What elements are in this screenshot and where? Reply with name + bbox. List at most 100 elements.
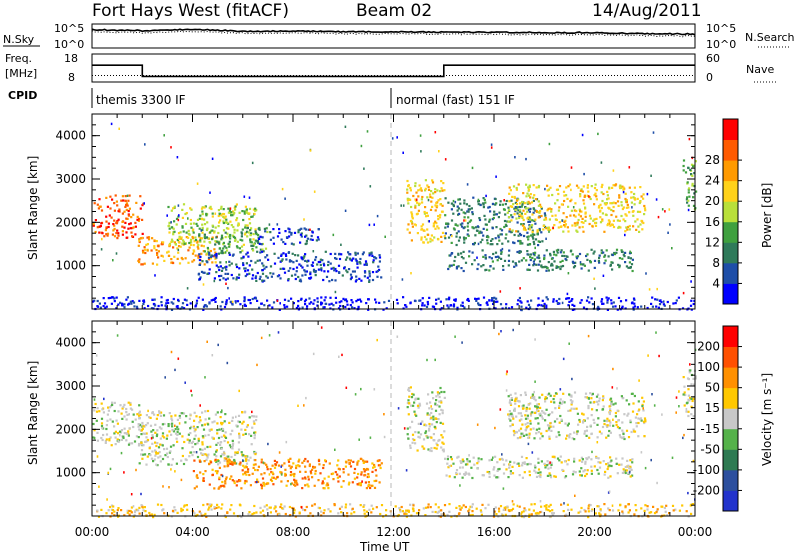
- velocity-noise-cell: [612, 367, 614, 371]
- power-cell: [192, 259, 196, 262]
- power-cell: [291, 252, 294, 255]
- power-cell: [571, 260, 574, 263]
- power-cell: [538, 260, 542, 263]
- power-cell: [248, 264, 251, 267]
- power-cell: [214, 261, 217, 264]
- velocity-noise-cell: [596, 441, 599, 444]
- power-cell: [199, 262, 202, 265]
- velocity-cell: [256, 469, 259, 472]
- power-cell: [517, 183, 520, 186]
- velocity-cell: [634, 416, 637, 419]
- velocity-cell: [344, 465, 347, 468]
- power-cell: [292, 302, 295, 305]
- power-cell: [529, 258, 532, 262]
- velocity-cell: [430, 416, 433, 419]
- power-cell: [502, 268, 505, 271]
- velocity-cell: [521, 432, 524, 435]
- velocity-cell: [196, 455, 200, 459]
- power-cell: [620, 249, 623, 252]
- power-cell: [545, 249, 548, 252]
- velocity-cell: [579, 510, 582, 513]
- power-cell: [427, 186, 430, 189]
- velocity-cell: [129, 407, 132, 410]
- power-cell: [517, 299, 520, 302]
- power-cell: [472, 243, 475, 246]
- power-cell: [561, 259, 564, 262]
- power-cell: [233, 236, 237, 239]
- velocity-colorbar-segment: [723, 428, 738, 450]
- power-cell: [228, 240, 231, 243]
- power-cell: [420, 225, 423, 228]
- freq-line: [92, 64, 695, 78]
- velocity-cell: [622, 431, 625, 434]
- power-cell: [571, 253, 574, 256]
- power-cell: [690, 299, 693, 302]
- power-cell: [203, 223, 207, 226]
- power-cell: [404, 304, 407, 307]
- velocity-cell: [590, 472, 593, 475]
- velocity-noise-cell: [607, 491, 610, 494]
- power-cell: [273, 252, 276, 255]
- velocity-cell: [461, 476, 464, 479]
- velocity-cell: [252, 463, 255, 466]
- power-cell: [225, 227, 229, 230]
- velocity-cell: [289, 514, 292, 517]
- power-cell: [622, 218, 625, 221]
- velocity-cell: [313, 466, 317, 469]
- power-cell: [536, 304, 540, 307]
- velocity-cell: [244, 479, 247, 483]
- power-cell: [515, 188, 518, 191]
- velocity-cell: [209, 505, 212, 508]
- power-cell: [286, 305, 289, 308]
- power-cell: [176, 307, 179, 310]
- power-cell: [514, 208, 517, 212]
- power-cell: [553, 224, 556, 227]
- power-cell: [238, 273, 241, 276]
- velocity-cell: [226, 511, 229, 514]
- power-cell: [268, 304, 271, 307]
- velocity-cell: [690, 405, 693, 408]
- power-cell: [472, 196, 475, 199]
- velocity-noise-cell: [190, 389, 192, 393]
- velocity-cell: [448, 503, 451, 506]
- power-cell: [184, 242, 187, 245]
- velocity-cell: [304, 476, 307, 479]
- power-cell: [544, 217, 547, 220]
- power-cell: [514, 201, 517, 204]
- power-cell: [157, 245, 160, 248]
- power-cell: [201, 237, 204, 240]
- power-cell: [114, 194, 117, 197]
- velocity-cell: [210, 503, 213, 506]
- power-cell: [531, 219, 534, 222]
- velocity-cell: [547, 462, 550, 465]
- power-cell: [236, 300, 240, 303]
- power-cell: [580, 267, 583, 270]
- power-cell: [190, 208, 193, 211]
- power-cell: [252, 243, 255, 246]
- power-cell: [533, 263, 536, 266]
- power-cell: [224, 236, 227, 239]
- velocity-cell: [551, 411, 554, 414]
- velocity-cell: [450, 515, 453, 518]
- power-cell: [466, 225, 469, 228]
- power-cell: [117, 218, 120, 221]
- velocity-cell: [432, 439, 435, 442]
- power-noise-cell: [561, 301, 564, 305]
- power-cell: [503, 219, 507, 223]
- velocity-cell: [554, 475, 557, 478]
- velocity-cell: [440, 390, 443, 394]
- power-cell: [276, 275, 279, 278]
- power-cell: [571, 303, 574, 306]
- power-cell: [480, 231, 483, 234]
- power-cell: [614, 184, 617, 187]
- velocity-cell: [543, 462, 546, 465]
- power-cell: [324, 250, 327, 253]
- velocity-cell: [190, 441, 193, 445]
- power-cell: [221, 250, 224, 253]
- power-cell: [378, 260, 381, 263]
- power-cell: [566, 226, 569, 229]
- power-cell: [526, 235, 529, 239]
- power-cell: [429, 208, 433, 211]
- velocity-cell: [605, 436, 608, 439]
